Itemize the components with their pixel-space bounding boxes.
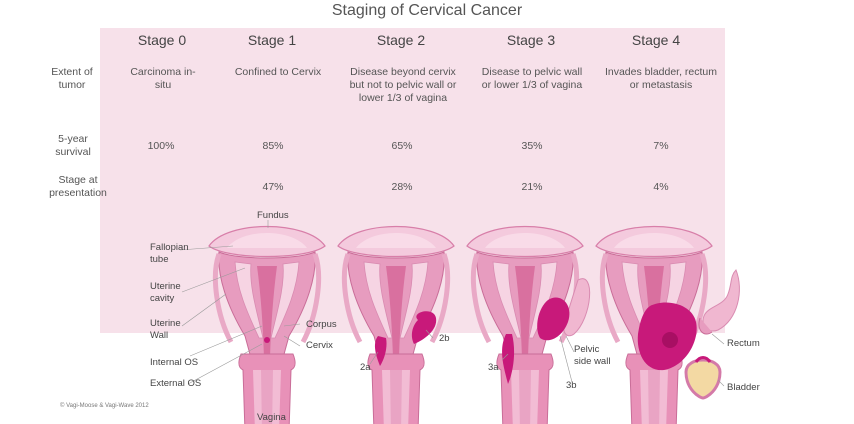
stage-3-extent: Disease to pelvic wall or lower 1/3 of v… (481, 66, 583, 91)
stage-4-survival: 7% (653, 140, 669, 152)
label-3b: 3b (566, 380, 577, 391)
stage-1-extent: Confined to Cervix (234, 66, 322, 78)
label-uterine-cavity: Uterine cavity (150, 281, 181, 304)
bladder-shape (684, 358, 722, 400)
stage-4-presentation: 4% (653, 181, 669, 193)
label-vagina: Vagina (257, 412, 286, 423)
label-3a: 3a (488, 362, 499, 373)
stage-3a-tumor (502, 334, 515, 384)
stage-4-extent: Invades bladder, rectum or metastasis (604, 66, 718, 91)
label-2a: 2a (360, 362, 371, 373)
label-uterine-wall: Uterine Wall (150, 318, 181, 341)
stage-2-extent: Disease beyond cervix but not to pelvic … (349, 66, 457, 104)
stage-2-header: Stage 2 (376, 32, 426, 48)
diagram-title: Staging of Cervical Cancer (331, 2, 523, 19)
stage-3-survival: 35% (521, 140, 543, 152)
label-fallopian-tube: Fallopian tube (150, 242, 189, 265)
stage-0-extent: Carcinoma in-situ (130, 66, 196, 91)
stage-4-header: Stage 4 (631, 32, 681, 48)
label-internal-os: Internal OS (150, 357, 199, 368)
label-external-os: External OS (150, 378, 202, 389)
row-label-extent: Extent of tumor (51, 66, 93, 91)
uterus-stage-2 (338, 227, 454, 424)
label-fundus: Fundus (257, 210, 289, 221)
label-bladder: Bladder (727, 382, 760, 393)
label-rectum: Rectum (727, 338, 760, 349)
rectum-shape (702, 269, 740, 332)
stage-1-tumor (264, 337, 270, 343)
label-2b: 2b (439, 333, 450, 344)
stage-2b-tumor (411, 311, 437, 344)
row-label-presentation: Stage at presentation (49, 174, 107, 199)
label-corpus: Corpus (306, 319, 337, 330)
label-pelvic-side-wall: Pelvic side wall (574, 344, 611, 367)
label-cervix: Cervix (306, 340, 333, 351)
stage-0-survival: 100% (147, 140, 175, 152)
stage-2-presentation: 28% (391, 181, 413, 193)
stage-3-presentation: 21% (521, 181, 543, 193)
copyright-notice: © Vagi-Moose & Vagi-Wave 2012 (60, 403, 149, 409)
stage-0-panel (100, 28, 220, 333)
stage-3b-tumor (537, 297, 570, 341)
stage-1-header: Stage 1 (247, 32, 297, 48)
stage-2a-tumor (374, 336, 387, 366)
stage-2-survival: 65% (391, 140, 413, 152)
stage-0-header: Stage 0 (137, 32, 187, 48)
stage-1-presentation: 47% (262, 181, 284, 193)
stage-1-survival: 85% (262, 140, 284, 152)
row-label-survival: 5-year survival (55, 133, 91, 158)
stage-3-header: Stage 3 (506, 32, 556, 48)
